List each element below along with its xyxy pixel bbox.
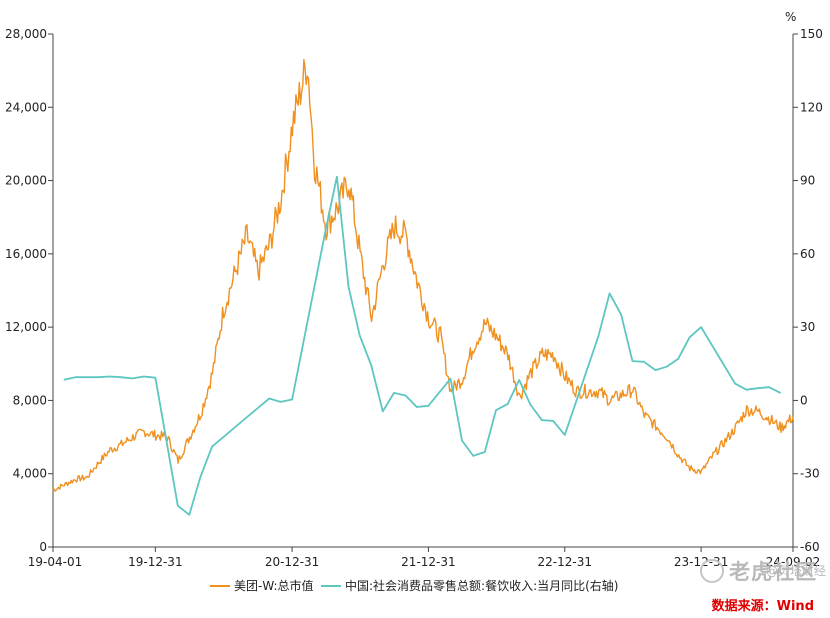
source-note: 数据来源：Wind	[711, 599, 814, 614]
right-y-axis: -60 -30 0 30 60 90 120 150	[793, 27, 823, 554]
legend-item-catering-yoy: 中国:社会消费品零售总额:餐饮收入:当月同比(右轴)	[345, 578, 619, 593]
series-line-catering-yoy	[63, 175, 782, 516]
x-tick-label: 19-04-01	[28, 555, 82, 569]
x-tick-label: 22-12-31	[538, 555, 592, 569]
legend-item-market-cap: 美团-W:总市值	[234, 578, 314, 593]
watermark-text: 老虎社区	[729, 560, 818, 584]
x-tick-label: 24-09-02	[766, 555, 820, 569]
left-tick-label: 0	[39, 540, 47, 554]
right-tick-label: -60	[800, 540, 820, 554]
x-tick-label: 20-12-31	[265, 555, 319, 569]
right-tick-label: 0	[800, 393, 808, 407]
legend: 美团-W:总市值 中国:社会消费品零售总额:餐饮收入:当月同比(右轴)	[210, 578, 619, 593]
left-tick-label: 12,000	[5, 320, 47, 334]
left-tick-label: 28,000	[5, 27, 47, 41]
left-tick-label: 24,000	[5, 100, 47, 114]
x-axis: 19-04-01 19-12-31 20-12-31 21-12-31 22-12-31…	[28, 547, 820, 569]
right-axis-unit: %	[785, 10, 796, 24]
left-y-axis: 0 4,000 8,000 12,000 16,000 20,000 24,000 28,00…	[5, 27, 53, 554]
left-tick-label: 20,000	[5, 174, 47, 188]
right-tick-label: 30	[800, 320, 815, 334]
right-tick-label: 60	[800, 247, 815, 261]
left-tick-label: 4,000	[13, 467, 47, 481]
x-tick-label: 19-12-31	[128, 555, 182, 569]
plot-area	[52, 58, 794, 516]
series-line-market-cap	[52, 58, 794, 492]
right-tick-label: 150	[800, 27, 823, 41]
watermark-sub: @贝塔财经	[766, 564, 827, 578]
left-tick-label: 8,000	[13, 393, 47, 407]
tiger-logo-icon	[700, 559, 724, 583]
axes	[52, 34, 794, 548]
right-tick-label: 120	[800, 100, 823, 114]
x-tick-label: 21-12-31	[401, 555, 455, 569]
left-tick-label: 16,000	[5, 247, 47, 261]
right-tick-label: 90	[800, 174, 815, 188]
watermark: 老虎社区	[700, 556, 817, 586]
right-tick-label: -30	[800, 467, 820, 481]
